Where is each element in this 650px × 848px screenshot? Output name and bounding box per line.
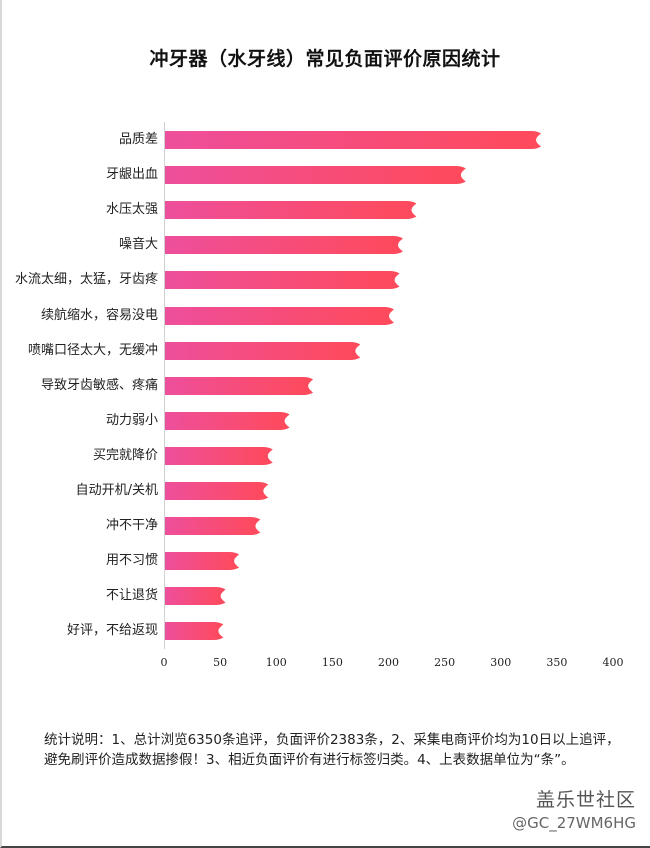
bar-row: 噪音大 — [0, 236, 650, 255]
bar-row: 牙龈出血 — [0, 166, 650, 185]
bar — [165, 201, 418, 220]
bar — [165, 236, 405, 255]
x-tick-label: 0 — [160, 656, 168, 669]
x-tick-label: 250 — [434, 656, 456, 669]
x-tick-label: 50 — [213, 656, 228, 669]
chart-title: 冲牙器（水牙线）常见负面评价原因统计 — [149, 48, 501, 70]
category-label: 好评，不给返现 — [66, 623, 158, 639]
x-tick-label: 300 — [490, 656, 512, 669]
category-label: 噪音大 — [118, 237, 158, 253]
bar — [165, 271, 402, 290]
category-label: 水压太强 — [105, 202, 158, 218]
category-label: 自动开机/关机 — [75, 483, 158, 498]
bar — [165, 376, 315, 395]
bar — [165, 341, 362, 360]
category-label: 续航缩水，容易没电 — [40, 307, 158, 323]
bar-row: 好评，不给返现 — [0, 622, 650, 641]
bar — [165, 517, 262, 536]
bar — [165, 482, 270, 500]
bar-row: 喷嘴口径太大，无缓冲 — [0, 341, 650, 360]
bar-row: 续航缩水，容易没电 — [0, 306, 650, 325]
category-label: 冲不干净 — [105, 518, 158, 534]
category-label: 牙龈出血 — [105, 167, 158, 183]
bar — [165, 131, 543, 149]
bar-row: 买完就降价 — [0, 446, 650, 465]
watermark-site: 盖乐世社区 — [535, 789, 636, 811]
x-tick-label: 200 — [378, 656, 399, 669]
bar-row: 水压太强 — [0, 201, 650, 220]
category-label: 喷嘴口径太大，无缓冲 — [27, 342, 158, 358]
bar — [165, 622, 225, 641]
bar-row: 冲不干净 — [0, 517, 650, 536]
bar-row: 自动开机/关机 — [0, 482, 650, 500]
bar-row: 动力弱小 — [0, 411, 650, 430]
bar-row: 水流太细，太猛，牙齿疼 — [0, 271, 650, 290]
category-label: 动力弱小 — [105, 412, 158, 428]
category-label: 买完就降价 — [92, 447, 158, 463]
statistics-note: 统计说明：1、总计浏览6350条追评，负面评价2383条，2、采集电商评价均为1… — [44, 732, 620, 768]
bar — [165, 166, 468, 185]
category-label: 用不习惯 — [105, 553, 158, 569]
bar-row: 不让退货 — [0, 587, 650, 606]
watermark-user: @GC_27WM6HG — [512, 814, 636, 832]
y-axis-line — [164, 122, 165, 649]
category-label: 品质差 — [118, 132, 158, 147]
x-tick-label: 150 — [321, 656, 343, 669]
bar-row: 导致牙齿敏感、疼痛 — [0, 376, 650, 395]
bar-row: 品质差 — [0, 131, 650, 149]
category-label: 导致牙齿敏感、疼痛 — [40, 377, 158, 393]
x-tick-label: 350 — [546, 656, 568, 669]
bar — [165, 587, 228, 606]
bar — [165, 411, 292, 430]
category-label: 水流太细，太猛，牙齿疼 — [14, 272, 158, 288]
bar-row: 用不习惯 — [0, 552, 650, 571]
bar — [165, 306, 396, 325]
x-tick-label: 400 — [602, 656, 624, 669]
bar — [165, 552, 241, 571]
bar — [165, 446, 275, 465]
x-tick-label: 100 — [265, 656, 287, 669]
category-label: 不让退货 — [105, 588, 158, 604]
